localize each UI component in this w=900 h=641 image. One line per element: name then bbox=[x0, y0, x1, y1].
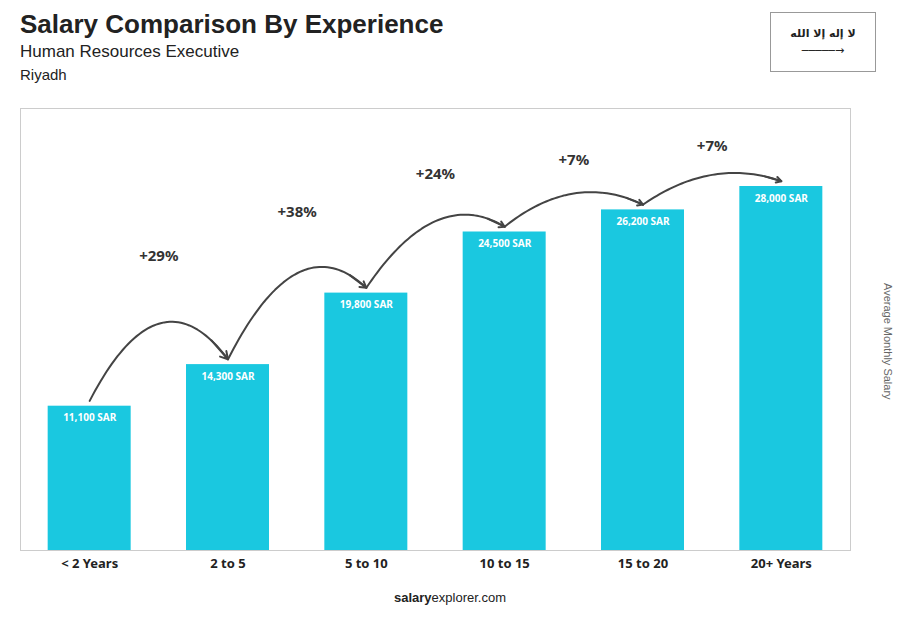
svg-text:26,200 SAR: 26,200 SAR bbox=[616, 214, 669, 228]
svg-text:28,000 SAR: 28,000 SAR bbox=[755, 191, 808, 205]
svg-text:+24%: +24% bbox=[416, 163, 456, 183]
html-text:Salary Comparison By Experienc: Salary Comparison By Experience bbox=[20, 9, 444, 39]
svg-text:24,500 SAR: 24,500 SAR bbox=[478, 236, 531, 250]
svg-text:+7%: +7% bbox=[558, 149, 589, 169]
svg-text:< 2 Years: < 2 Years bbox=[61, 554, 118, 572]
svg-text:14,300 SAR: 14,300 SAR bbox=[201, 369, 254, 383]
svg-text:19,800 SAR: 19,800 SAR bbox=[340, 297, 393, 311]
svg-text:20+ Years: 20+ Years bbox=[751, 554, 812, 572]
svg-text:+38%: +38% bbox=[278, 201, 318, 221]
html-text:Average Monthly Salary: Average Monthly Salary bbox=[882, 282, 894, 400]
html-text:لا إله إلا الله: لا إله إلا الله bbox=[790, 27, 856, 40]
html-text:Riyadh: Riyadh bbox=[20, 66, 67, 83]
svg-text:10 to 15: 10 to 15 bbox=[480, 554, 530, 572]
svg-text:2 to 5: 2 to 5 bbox=[210, 554, 245, 572]
svg-text:5 to 10: 5 to 10 bbox=[345, 554, 388, 572]
svg-text:+29%: +29% bbox=[139, 245, 179, 265]
svg-text:15 to 20: 15 to 20 bbox=[618, 554, 668, 572]
html-text:Human Resources Executive: Human Resources Executive bbox=[20, 42, 240, 61]
svg-text:11,100 SAR: 11,100 SAR bbox=[63, 410, 116, 424]
svg-text:+7%: +7% bbox=[697, 135, 728, 155]
html-text:salary explorer.com: salary explorer.com bbox=[394, 590, 506, 605]
